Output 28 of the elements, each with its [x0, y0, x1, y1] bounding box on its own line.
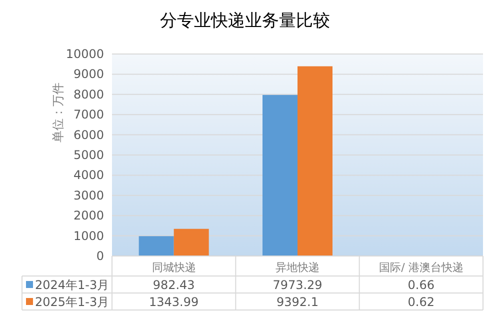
data-label: 982.43 [152, 278, 195, 292]
y-tick-label: 1000 [73, 228, 104, 243]
y-tick-label: 10000 [66, 47, 104, 61]
data-label: 1343.99 [149, 295, 199, 309]
y-tick-label: 2000 [73, 208, 104, 223]
data-label: 9392.1 [276, 295, 318, 309]
data-label: 7973.29 [272, 278, 322, 292]
chart-title: 分专业快递业务量比较 [160, 11, 330, 31]
y-tick-label: 3000 [73, 188, 104, 202]
bar [298, 66, 332, 256]
y-tick-label: 6000 [73, 128, 104, 142]
y-tick-label: 7000 [73, 108, 104, 122]
bar [174, 228, 209, 256]
x-tick-label: 异地快递 [276, 261, 320, 274]
data-label: 0.66 [408, 278, 435, 292]
y-tick-label: 5000 [73, 148, 104, 162]
legend-label: 2025年1-3月 [35, 295, 110, 309]
legend-label: 2024年1-3月 [35, 278, 110, 292]
y-axis-title: 单位：万件 [51, 82, 65, 142]
data-label: 0.62 [408, 295, 435, 309]
bar [138, 236, 174, 256]
y-tick-label: 9000 [73, 67, 104, 82]
x-tick-label: 同城快递 [152, 261, 196, 274]
bar [262, 94, 298, 256]
y-tick-label: 0 [96, 249, 104, 263]
y-tick-label: 4000 [73, 168, 104, 182]
y-tick-label: 8000 [73, 87, 104, 102]
x-tick-label: 国际/ 港澳台快递 [379, 261, 464, 274]
